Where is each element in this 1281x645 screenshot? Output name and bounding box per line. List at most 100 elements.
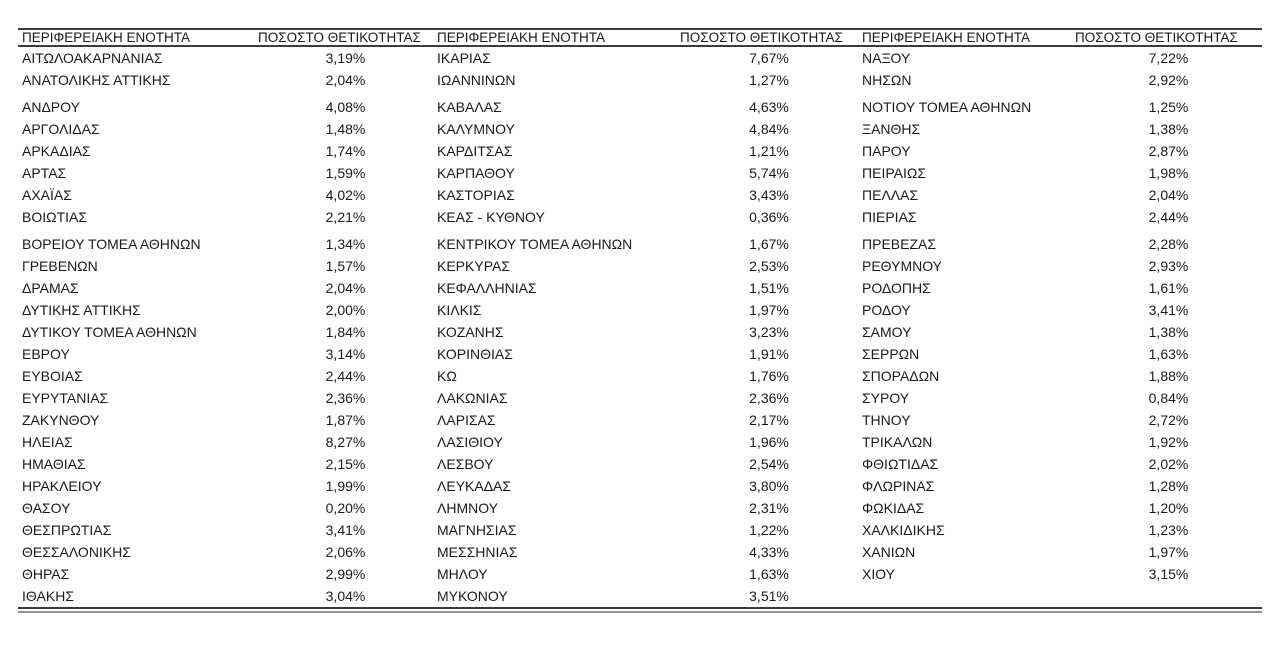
region-cell: ΠΕΙΡΑΙΩΣ [862,165,926,181]
table-bottom-rule-secondary [18,611,1262,613]
region-cell: ΑΧΑΪΑΣ [22,187,72,203]
positivity-cell: 3,14% [325,346,366,362]
positivity-cell: 3,19% [325,50,366,66]
region-cell: ΑΙΤΩΛΟΑΚΑΡΝΑΝΙΑΣ [22,50,163,66]
region-cell: ΜΕΣΣΗΝΙΑΣ [437,544,518,560]
table-row: ΖΑΚΥΝΘΟΥ 1,87% ΛΑΡΙΣΑΣ 2,17% ΤΗΝΟΥ 2,72% [18,409,1262,431]
positivity-cell: 1,28% [1148,478,1189,494]
region-cell: ΡΟΔΟΥ [862,302,911,318]
positivity-cell: 7,67% [749,50,789,66]
positivity-cell: 1,97% [749,302,789,318]
positivity-cell: 3,04% [325,588,366,604]
positivity-cell: 1,99% [325,478,366,494]
positivity-cell: 1,96% [749,434,789,450]
col3-positivity-header: ΠΟΣΟΣΤΟ ΘΕΤΙΚΟΤΗΤΑΣ [1075,30,1238,45]
table-row: ΓΡΕΒΕΝΩΝ 1,57% ΚΕΡΚΥΡΑΣ 2,53% ΡΕΘΥΜΝΟΥ 2,93% [18,255,1262,277]
region-cell: ΒΟΡΕΙΟΥ ΤΟΜΕΑ ΑΘΗΝΩΝ [22,236,201,252]
region-cell: ΙΚΑΡΙΑΣ [437,50,491,66]
positivity-cell: 1,67% [749,236,789,252]
positivity-cell: 1,59% [325,165,366,181]
positivity-cell: 3,41% [1148,302,1189,318]
positivity-cell: 2,21% [325,209,366,225]
table-header-row: ΠΕΡΙΦΕΡΕΙΑΚΗ ΕΝΟΤΗΤΑ ΠΟΣΟΣΤΟ ΘΕΤΙΚΟΤΗΤΑΣ… [18,28,1262,47]
positivity-cell: 1,20% [1148,500,1189,516]
region-cell: ΚΙΛΚΙΣ [437,302,482,318]
region-cell: ΛΗΜΝΟΥ [437,500,499,516]
table-row: ΘΗΡΑΣ 2,99% ΜΗΛΟΥ 1,63% ΧΙΟΥ 3,15% [18,563,1262,585]
region-cell: ΑΡΚΑΔΙΑΣ [22,143,91,159]
region-cell: ΛΑΡΙΣΑΣ [437,412,496,428]
table-row: ΑΡΚΑΔΙΑΣ 1,74% ΚΑΡΔΙΤΣΑΣ 1,21% ΠΑΡΟΥ 2,87% [18,140,1262,162]
table-row: ΑΝΑΤΟΛΙΚΗΣ ΑΤΤΙΚΗΣ 2,04% ΙΩΑΝΝΙΝΩΝ 1,27% ΝΗΣ… [18,69,1262,91]
region-cell: ΔΡΑΜΑΣ [22,280,79,296]
positivity-cell: 2,04% [325,280,366,296]
table-row: ΑΝΔΡΟΥ 4,08% ΚΑΒΑΛΑΣ 4,63% ΝΟΤΙΟΥ ΤΟΜΕΑ ΑΘΗΝ… [18,91,1262,118]
region-cell: ΘΗΡΑΣ [22,566,70,582]
positivity-cell: 1,23% [1148,522,1189,538]
positivity-cell: 4,02% [325,187,366,203]
table-row: ΑΧΑΪΑΣ 4,02% ΚΑΣΤΟΡΙΑΣ 3,43% ΠΕΛΛΑΣ 2,04% [18,184,1262,206]
table-row: ΔΥΤΙΚΟΥ ΤΟΜΕΑ ΑΘΗΝΩΝ 1,84% ΚΟΖΑΝΗΣ 3,23% ΣΑΜ… [18,321,1262,343]
positivity-cell: 2,36% [325,390,366,406]
positivity-cell: 2,44% [1148,209,1189,225]
table-row: ΘΕΣΣΑΛΟΝΙΚΗΣ 2,06% ΜΕΣΣΗΝΙΑΣ 4,33% ΧΑΝΙΩΝ 1,9… [18,541,1262,563]
table-row: ΒΟΡΕΙΟΥ ΤΟΜΕΑ ΑΘΗΝΩΝ 1,34% ΚΕΝΤΡΙΚΟΥ ΤΟΜΕΑ… [18,228,1262,255]
region-cell: ΜΥΚΟΝΟΥ [437,588,508,604]
positivity-cell: 1,63% [749,566,789,582]
region-cell: ΜΑΓΝΗΣΙΑΣ [437,522,517,538]
positivity-cell [1075,585,1262,607]
region-cell: ΚΑΡΠΑΘΟΥ [437,165,515,181]
region-cell: ΑΡΤΑΣ [22,165,67,181]
positivity-cell: 3,23% [749,324,789,340]
region-cell: ΓΡΕΒΕΝΩΝ [22,258,98,274]
region-cell: ΚΑΒΑΛΑΣ [437,99,502,115]
region-cell: ΞΑΝΘΗΣ [862,121,921,137]
positivity-cell: 1,98% [1148,165,1189,181]
positivity-cell: 2,54% [749,456,789,472]
col2-region-header: ΠΕΡΙΦΕΡΕΙΑΚΗ ΕΝΟΤΗΤΑ [437,30,606,45]
region-cell: ΘΕΣΠΡΩΤΙΑΣ [22,522,112,538]
region-cell: ΚΕΑΣ - ΚΥΘΝΟΥ [437,209,545,225]
table-body: ΑΙΤΩΛΟΑΚΑΡΝΑΝΙΑΣ 3,19% ΙΚΑΡΙΑΣ 7,67% ΝΑΞΟΥ 7,… [18,47,1262,607]
region-cell: ΠΕΛΛΑΣ [862,187,919,203]
table-row: ΑΡΓΟΛΙΔΑΣ 1,48% ΚΑΛΥΜΝΟΥ 4,84% ΞΑΝΘΗΣ 1,38% [18,118,1262,140]
positivity-cell: 2,72% [1148,412,1189,428]
positivity-cell: 1,74% [325,143,366,159]
region-cell: ΛΑΚΩΝΙΑΣ [437,390,508,406]
region-cell: ΣΕΡΡΩΝ [862,346,920,362]
positivity-cell: 1,92% [1148,434,1189,450]
positivity-cell: 0,20% [325,500,366,516]
region-cell: ΧΙΟΥ [862,566,896,582]
region-cell: ΔΥΤΙΚΟΥ ΤΟΜΕΑ ΑΘΗΝΩΝ [22,324,197,340]
positivity-cell: 1,76% [749,368,789,384]
col2-positivity-header: ΠΟΣΟΣΤΟ ΘΕΤΙΚΟΤΗΤΑΣ [680,30,843,45]
table-row: ΕΥΒΟΙΑΣ 2,44% ΚΩ 1,76% ΣΠΟΡΑΔΩΝ 1,88% [18,365,1262,387]
positivity-cell: 1,51% [749,280,789,296]
region-cell: ΛΕΥΚΑΔΑΣ [437,478,512,494]
region-cell: ΚΕΝΤΡΙΚΟΥ ΤΟΜΕΑ ΑΘΗΝΩΝ [437,236,633,252]
table-row: ΑΡΤΑΣ 1,59% ΚΑΡΠΑΘΟΥ 5,74% ΠΕΙΡΑΙΩΣ 1,98% [18,162,1262,184]
region-cell: ΤΡΙΚΑΛΩΝ [862,434,933,450]
positivity-cell: 2,04% [1148,187,1189,203]
positivity-cell: 4,63% [749,99,789,115]
region-cell: ΚΩ [437,368,457,384]
positivity-cell: 1,87% [325,412,366,428]
col1-positivity-header: ΠΟΣΟΣΤΟ ΘΕΤΙΚΟΤΗΤΑΣ [258,30,421,45]
positivity-cell: 3,15% [1148,566,1189,582]
positivity-cell: 2,93% [1148,258,1189,274]
region-cell: ΣΥΡΟΥ [862,390,910,406]
region-cell: ΚΕΡΚΥΡΑΣ [437,258,510,274]
positivity-cell: 4,84% [749,121,789,137]
region-cell: ΗΛΕΙΑΣ [22,434,73,450]
col3-region-header: ΠΕΡΙΦΕΡΕΙΑΚΗ ΕΝΟΤΗΤΑ [862,30,1031,45]
region-cell: ΛΕΣΒΟΥ [437,456,494,472]
region-cell: ΛΑΣΙΘΙΟΥ [437,434,503,450]
region-cell: ΧΑΝΙΩΝ [862,544,916,560]
region-cell: ΗΡΑΚΛΕΙΟΥ [22,478,102,494]
region-cell: ΕΥΒΟΙΑΣ [22,368,83,384]
region-cell: ΠΡΕΒΕΖΑΣ [862,236,937,252]
region-cell: ΦΘΙΩΤΙΔΑΣ [862,456,939,472]
positivity-cell: 3,51% [749,588,789,604]
region-cell: ΚΕΦΑΛΛΗΝΙΑΣ [437,280,537,296]
table-bottom-rule [18,607,1262,609]
